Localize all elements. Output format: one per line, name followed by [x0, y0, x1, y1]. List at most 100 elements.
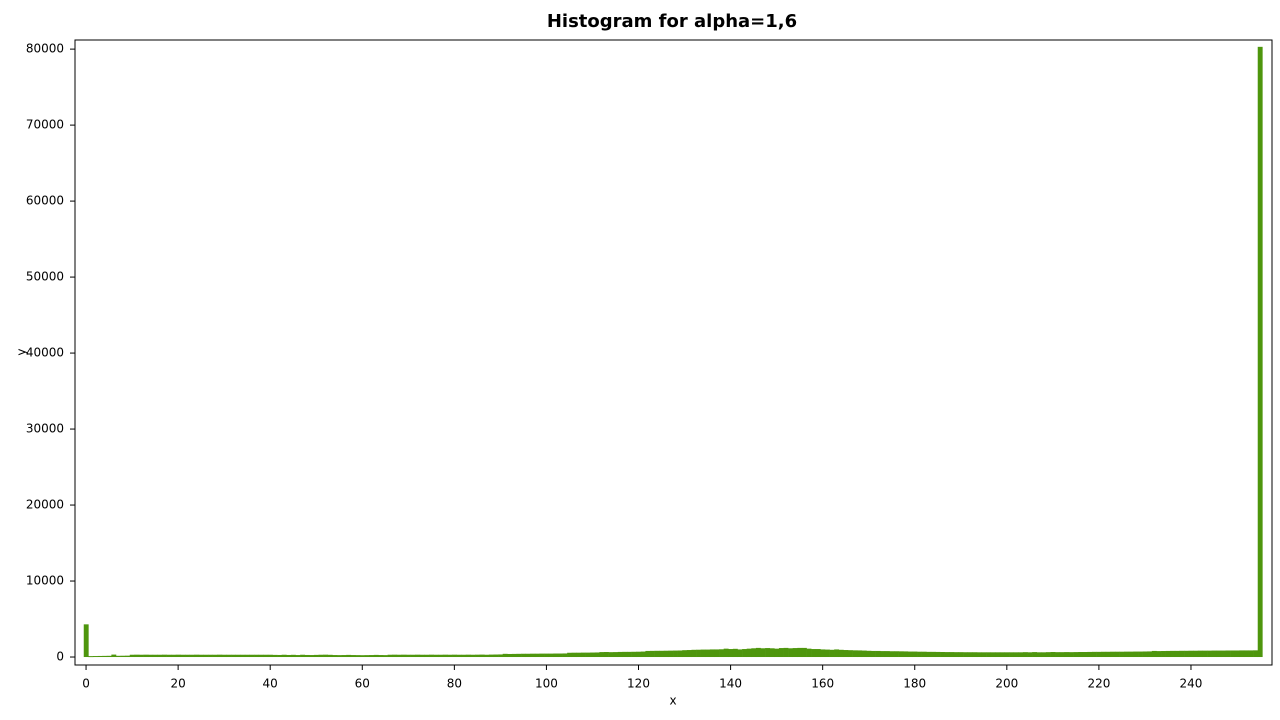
bar: [1110, 651, 1116, 658]
bar: [493, 654, 499, 658]
bar: [769, 648, 775, 658]
bar: [281, 654, 287, 658]
bar: [258, 654, 264, 658]
bar: [1156, 651, 1162, 658]
bar: [1239, 650, 1245, 658]
chart-title: Histogram for alpha=1,6: [547, 11, 797, 32]
bar: [1055, 652, 1061, 658]
x-tick-label: 40: [263, 677, 278, 691]
bar: [521, 653, 527, 658]
bar: [166, 654, 172, 658]
bar: [369, 655, 375, 658]
bar: [571, 652, 577, 658]
x-tick-label: 0: [82, 677, 90, 691]
bar: [267, 654, 273, 658]
bar: [221, 654, 227, 658]
bar: [429, 654, 434, 658]
bar: [1133, 651, 1139, 658]
bar: [1179, 650, 1185, 658]
bar: [309, 655, 315, 658]
bar: [189, 654, 195, 658]
bar: [1128, 651, 1134, 658]
bar: [373, 654, 379, 658]
bar: [1124, 651, 1130, 658]
bar: [1009, 652, 1015, 658]
x-tick-label: 200: [995, 677, 1018, 691]
bar: [286, 654, 292, 658]
bar: [198, 654, 204, 658]
bar: [162, 654, 167, 658]
bar: [603, 652, 609, 658]
bar: [723, 648, 729, 658]
bar: [898, 651, 904, 658]
bar: [88, 656, 94, 658]
bar: [765, 648, 771, 658]
bar: [755, 647, 761, 658]
bar: [613, 652, 619, 658]
bar: [617, 651, 623, 658]
bar: [249, 654, 255, 658]
bar: [327, 654, 333, 658]
bar: [963, 652, 968, 658]
bar: [1225, 650, 1231, 658]
bar: [1230, 650, 1236, 658]
bar: [364, 655, 370, 658]
bar: [594, 652, 600, 658]
bar: [958, 652, 964, 658]
bar: [673, 650, 678, 658]
bar: [1253, 650, 1259, 658]
bar: [484, 654, 490, 658]
bar: [235, 654, 241, 658]
bar: [778, 648, 784, 658]
bar: [705, 649, 711, 658]
bar: [1165, 650, 1171, 658]
bar: [304, 654, 310, 658]
x-tick-label: 180: [903, 677, 926, 691]
bar: [355, 655, 361, 658]
y-tick-label: 70000: [26, 118, 64, 132]
bar: [562, 653, 568, 658]
bar: [1174, 650, 1180, 658]
bar: [972, 652, 978, 658]
bar: [921, 651, 927, 658]
bar: [1142, 651, 1148, 658]
bar: [1073, 652, 1079, 658]
x-tick-label: 60: [355, 677, 370, 691]
bar: [1161, 651, 1166, 658]
bar: [696, 649, 701, 658]
bar: [871, 650, 876, 658]
bar: [295, 655, 301, 658]
bar: [797, 647, 803, 658]
bar: [843, 650, 849, 658]
bar: [880, 651, 886, 658]
bar: [889, 651, 895, 658]
bar: [378, 655, 384, 658]
bar: [700, 649, 706, 658]
bar: [415, 654, 421, 658]
bar: [1147, 651, 1153, 658]
y-tick-label: 50000: [26, 270, 64, 284]
bar: [475, 654, 480, 658]
bar: [553, 653, 559, 658]
bar: [447, 654, 453, 658]
bar: [1004, 652, 1010, 658]
bar: [1101, 651, 1107, 658]
bar: [659, 650, 665, 658]
bar: [884, 651, 890, 658]
x-tick-label: 140: [719, 677, 742, 691]
bar: [392, 654, 398, 658]
bar: [544, 653, 550, 658]
y-tick-label: 60000: [26, 194, 64, 208]
bar: [677, 650, 683, 658]
bar: [502, 653, 508, 658]
bar: [636, 651, 642, 658]
bar: [1068, 652, 1074, 658]
bar: [788, 648, 794, 658]
bar: [1220, 650, 1226, 658]
bar: [940, 652, 945, 658]
bar: [138, 654, 144, 658]
bar: [539, 653, 545, 658]
bar: [852, 650, 858, 658]
bar: [935, 651, 941, 658]
